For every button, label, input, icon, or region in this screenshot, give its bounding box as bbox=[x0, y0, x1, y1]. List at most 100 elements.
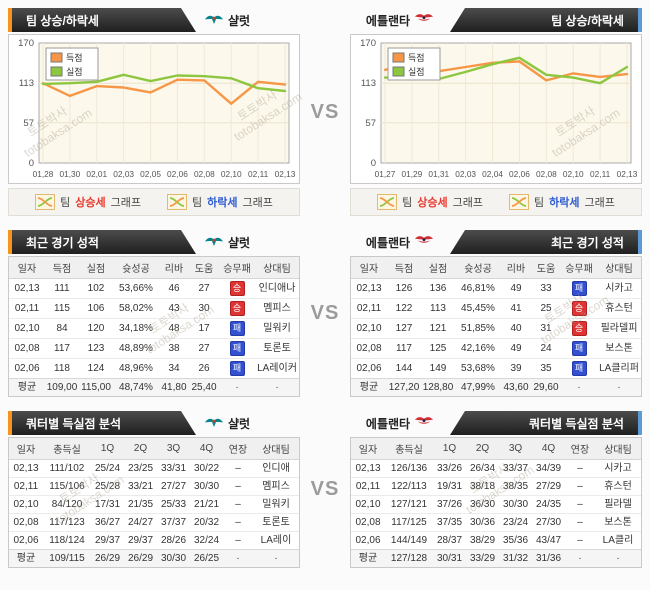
column-header: 연장 bbox=[223, 438, 253, 460]
quarter-title: 쿼터별 득실점 분석 bbox=[26, 416, 121, 431]
column-header: 득점 bbox=[387, 257, 421, 279]
svg-text:0: 0 bbox=[29, 158, 34, 169]
cell: 02,11 bbox=[351, 298, 387, 319]
svg-text:실점: 실점 bbox=[408, 66, 425, 77]
svg-text:57: 57 bbox=[365, 118, 376, 129]
cell: 26/29 bbox=[91, 549, 124, 567]
cell: 20/32 bbox=[190, 513, 223, 532]
cell: 122/113 bbox=[385, 477, 433, 496]
cell: 111 bbox=[45, 278, 79, 299]
column-header: 실점 bbox=[421, 257, 455, 279]
quarter-table-left: 일자 총득실 1Q 2Q 3Q 4Q 연장 상대팀 02,13 111/102 25/24 23/25… bbox=[9, 438, 299, 567]
cell: 34/39 bbox=[532, 459, 565, 478]
cell: 43/47 bbox=[532, 531, 565, 550]
cell: 33/31 bbox=[157, 459, 190, 478]
trend-legend-right: 팀 상승세 그래프 팀 하락세 그래프 bbox=[350, 188, 642, 216]
cell: – bbox=[223, 513, 253, 532]
cell: 30/22 bbox=[190, 459, 223, 478]
cell: 109,00 bbox=[45, 378, 79, 396]
cell: 패 bbox=[219, 358, 255, 379]
cell: 49 bbox=[501, 338, 531, 359]
table-row: 02,06 144/149 28/37 38/29 35/36 43/47– LA클리 bbox=[351, 531, 641, 550]
cell: 시카고 bbox=[595, 459, 641, 478]
table-header-row: 일자 득점 실점 슛성공 리바 도움 승무패 상대팀 bbox=[9, 257, 299, 279]
cell: 02,11 bbox=[9, 477, 43, 496]
cell: 46,81% bbox=[455, 278, 501, 299]
legend-text: 그래프 bbox=[110, 197, 141, 209]
svg-text:0: 0 bbox=[371, 158, 376, 169]
cell: 필라델피 bbox=[597, 318, 641, 339]
cell: 144 bbox=[387, 358, 421, 379]
cell: 밀워키 bbox=[255, 318, 299, 339]
accent-bar bbox=[8, 411, 12, 435]
cell: 패 bbox=[219, 318, 255, 339]
cell: 21/21 bbox=[190, 495, 223, 514]
cell: 128,80 bbox=[421, 378, 455, 396]
svg-text:113: 113 bbox=[361, 78, 376, 89]
recent-tab-right: 최근 경기 성적 bbox=[449, 230, 638, 254]
team-left: 샬럿 bbox=[196, 411, 258, 435]
quarter-panel-left: 쿼터별 득실점 분석 샬럿 일자 총득실 1Q 2Q 3Q 4Q 연장 상대팀 02,13 111… bbox=[8, 411, 300, 568]
cell: 117 bbox=[45, 338, 79, 359]
cell: 111/102 bbox=[43, 459, 91, 478]
column-header: 상대팀 bbox=[597, 257, 641, 279]
loss-badge: 패 bbox=[229, 341, 245, 356]
cell: 31 bbox=[531, 318, 561, 339]
cell: 29/37 bbox=[124, 531, 157, 550]
cell: 28/37 bbox=[433, 531, 466, 550]
cell: 02,11 bbox=[351, 477, 385, 496]
svg-text:01,28: 01,28 bbox=[33, 169, 54, 179]
cell: 26 bbox=[189, 358, 219, 379]
cell: 47,99% bbox=[455, 378, 501, 396]
falling-graph-icon bbox=[509, 194, 529, 210]
trend-tab-left: 팀 상승/하락세 bbox=[12, 8, 196, 32]
cell: 27/27 bbox=[157, 477, 190, 496]
column-header: 일자 bbox=[9, 257, 45, 279]
table-row: 02,08 117/125 37/35 30/36 23/24 27/30– 보스톤 bbox=[351, 513, 641, 532]
win-badge: 승 bbox=[571, 321, 587, 336]
cell: 30/30 bbox=[499, 495, 532, 514]
cell: · bbox=[597, 378, 641, 396]
table-row: 02,06 144 149 53,68% 39 35 패 LA클리퍼 bbox=[351, 358, 641, 379]
win-badge: 승 bbox=[229, 281, 245, 296]
column-header: 상대팀 bbox=[595, 438, 641, 460]
column-header: 1Q bbox=[91, 438, 124, 460]
column-header: 총득실 bbox=[43, 438, 91, 460]
quarter-table-left-box: 일자 총득실 1Q 2Q 3Q 4Q 연장 상대팀 02,13 111/102 25/24 23/25… bbox=[8, 437, 300, 568]
cell: – bbox=[565, 459, 595, 478]
svg-text:02,05: 02,05 bbox=[140, 169, 161, 179]
cell: 25/33 bbox=[157, 495, 190, 514]
team-right: 에틀랜타 bbox=[358, 411, 442, 435]
table-row: 평균 109,00 115,00 48,74% 41,80 25,40 · · bbox=[9, 378, 299, 396]
trend-legend-left: 팀 상승세 그래프 팀 하락세 그래프 bbox=[8, 188, 300, 216]
cell: 118/124 bbox=[43, 531, 91, 550]
cell: 승 bbox=[219, 298, 255, 319]
table-row: 02,11 122 113 45,45% 41 25 승 휴스턴 bbox=[351, 298, 641, 319]
cell: 19/31 bbox=[433, 477, 466, 496]
trend-title: 팀 상승/하락세 bbox=[551, 13, 624, 28]
cell: 02,10 bbox=[9, 318, 45, 339]
cell: 02,06 bbox=[9, 531, 43, 550]
cell: 37/35 bbox=[433, 513, 466, 532]
vs-column: VS bbox=[300, 230, 350, 397]
svg-text:02,08: 02,08 bbox=[194, 169, 215, 179]
table-row: 02,13 111/102 25/24 23/25 33/31 30/22– 인디애 bbox=[9, 459, 299, 478]
cell: 02,10 bbox=[9, 495, 43, 514]
cell: 25 bbox=[531, 298, 561, 319]
cell: 27 bbox=[189, 278, 219, 299]
rising-graph-icon bbox=[377, 194, 398, 210]
cell: 28/26 bbox=[157, 531, 190, 550]
cell: 필라델 bbox=[595, 495, 641, 514]
cell: 02,13 bbox=[351, 459, 385, 478]
column-header: 리바 bbox=[159, 257, 189, 279]
table-row: 02,08 117/123 36/27 24/27 37/37 20/32– 토론토 bbox=[9, 513, 299, 532]
svg-text:01,30: 01,30 bbox=[60, 169, 81, 179]
svg-text:02,06: 02,06 bbox=[509, 169, 530, 179]
cell: 117/125 bbox=[385, 513, 433, 532]
table-row: 평균 109/115 26/29 26/29 30/30 26/25 · · bbox=[9, 549, 299, 567]
cell: 25/24 bbox=[91, 459, 124, 478]
column-header: 연장 bbox=[565, 438, 595, 460]
cell: 33/37 bbox=[499, 459, 532, 478]
team-left-name: 샬럿 bbox=[228, 13, 251, 28]
